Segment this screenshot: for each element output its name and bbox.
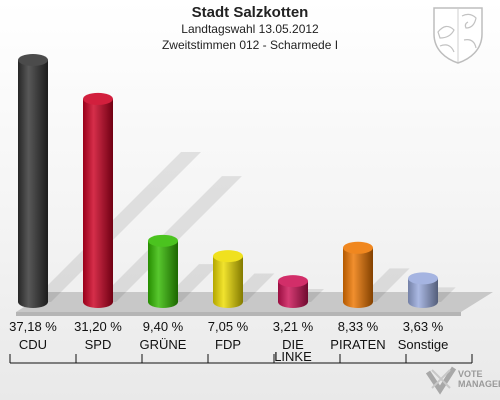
value-label: 8,33 % [338, 319, 379, 334]
bar-top [148, 234, 178, 247]
value-label: 7,05 % [208, 319, 249, 334]
chart-floor [16, 292, 493, 312]
bar-top [18, 54, 48, 66]
coat-of-arms-icon [433, 7, 483, 64]
value-label: 31,20 % [74, 319, 122, 334]
bar-top [278, 275, 308, 288]
value-label: 3,21 % [273, 319, 314, 334]
vote-manager-logo-icon [425, 366, 457, 395]
value-label: 3,63 % [403, 319, 444, 334]
category-label: CDU [19, 337, 47, 352]
bar-top [408, 272, 438, 285]
bar-spd [83, 98, 113, 308]
bar-die-linke [278, 281, 308, 308]
bar-cdu [18, 60, 48, 308]
category-label: Sonstige [398, 337, 449, 352]
bar-top [83, 92, 113, 105]
chart-subtitle: Landtagswahl 13.05.2012 [181, 22, 319, 36]
bar-top [343, 241, 373, 254]
vote-manager-logo-line2: MANAGER [458, 379, 500, 389]
value-label: 37,18 % [9, 319, 57, 334]
category-label: FDP [215, 337, 241, 352]
vote-manager-logo-text: VOTE MANAGER [458, 369, 500, 389]
category-label: LINKE [274, 349, 312, 364]
category-label: PIRATEN [330, 337, 385, 352]
bar-sonstige [408, 278, 438, 308]
category-label: GRÜNE [140, 337, 187, 352]
chart-floor-edge [16, 312, 461, 316]
chart-subtitle-2: Zweitstimmen 012 - Scharmede I [161, 38, 339, 52]
value-label: 9,40 % [143, 319, 184, 334]
category-label: SPD [85, 337, 112, 352]
bar-shadow [31, 151, 202, 302]
bar-fdp [213, 256, 243, 308]
chart-title: Stadt Salzkotten [191, 4, 309, 21]
bar-top [213, 250, 243, 263]
bar-grüne [148, 240, 178, 308]
category-label: DIE [282, 337, 304, 352]
bar-piraten [343, 247, 373, 308]
vote-manager-logo-line1: VOTE [458, 369, 483, 379]
